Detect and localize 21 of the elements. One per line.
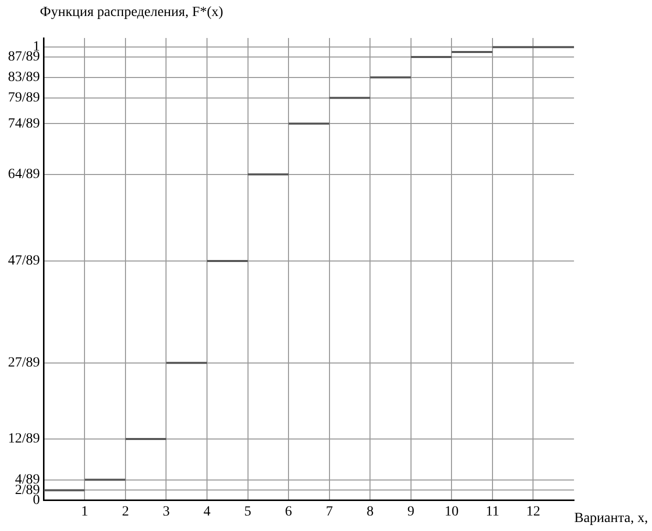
- x-tick-label: 5: [244, 504, 252, 520]
- y-tick-label: 27/89: [8, 356, 40, 371]
- x-tick-label: 9: [407, 504, 414, 520]
- x-tick-label: 3: [162, 504, 170, 520]
- x-tick-label: 12: [526, 504, 540, 520]
- x-tick-label: 1: [81, 504, 88, 520]
- x-tick-label: 6: [285, 504, 292, 520]
- x-tick-label: 2: [122, 504, 129, 520]
- y-tick-label: 79/89: [8, 90, 40, 106]
- y-tick-label: 64/89: [8, 167, 40, 182]
- x-tick-label: 7: [326, 504, 333, 520]
- y-tick-label: 12/89: [8, 432, 40, 447]
- x-tick-label: 4: [204, 504, 210, 520]
- y-tick-label: 83/89: [8, 70, 40, 86]
- x-tick-label: 8: [366, 504, 374, 520]
- x-tick-label: 11: [486, 504, 500, 520]
- y-axis-title: Функция распределения, F*(x): [40, 5, 224, 20]
- y-tick-label: 74/89: [8, 116, 40, 132]
- y-tick-label: 47/89: [8, 254, 40, 269]
- x-tick-label: 10: [444, 504, 459, 520]
- x-axis-title: Варианта, x,: [574, 511, 648, 526]
